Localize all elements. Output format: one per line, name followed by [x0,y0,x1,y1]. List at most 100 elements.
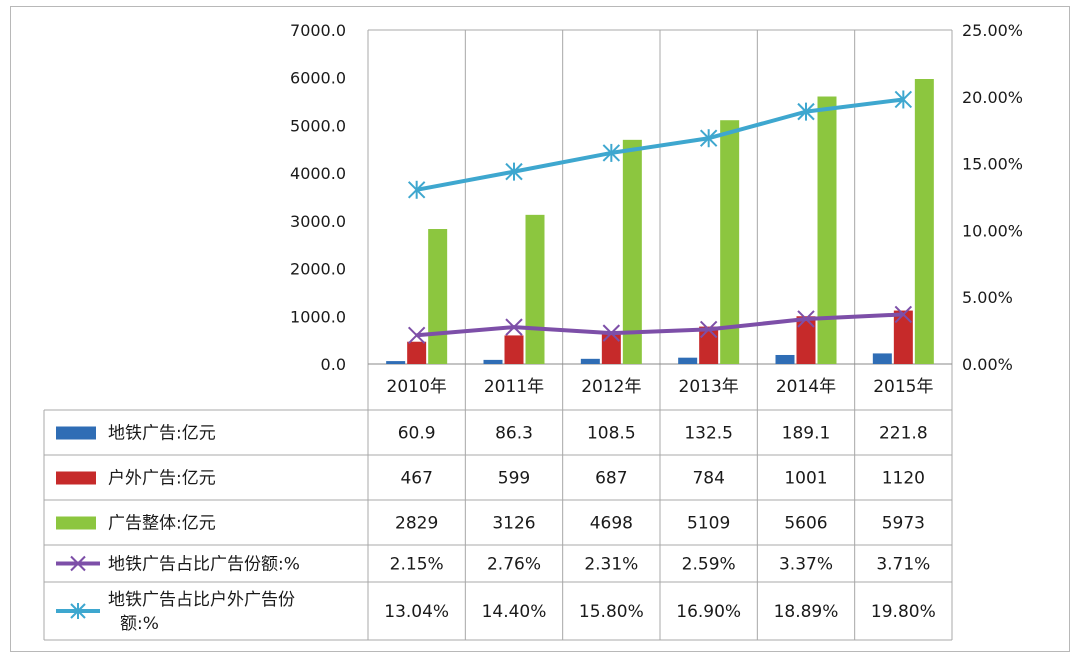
legend-label: 广告整体:亿元 [108,514,216,534]
x-category-label: 2010年 [387,377,447,397]
data-table-value: 2.59% [682,555,736,575]
x-category-label: 2013年 [679,377,739,397]
data-table-value: 2.31% [584,555,638,575]
marker-stroke [407,326,426,344]
point-marker [797,310,815,328]
y-left-tick-label: 0.0 [321,355,346,374]
y-left-tick-label: 2000.0 [290,260,346,279]
bar [720,120,740,364]
y-right-tick-label: 10.00% [962,221,1023,240]
bar [601,331,621,364]
bar [817,96,837,364]
data-table-value: 14.40% [482,602,547,622]
data-table-value: 16.90% [676,602,741,622]
grid-layer [367,29,953,640]
data-table-value: 19.80% [871,602,936,622]
data-table-value: 3.71% [876,555,930,575]
bar [483,359,503,364]
data-table-value: 132.5 [684,424,733,444]
data-table-value: 15.80% [579,602,644,622]
point-marker [602,324,621,342]
data-table-value: 1001 [784,469,827,489]
axis-layer: 0.0 1000.0 2000.0 3000.0 4000.0 5000.0 6000.0 7… [290,21,1023,397]
legend-swatch [56,426,96,440]
point-marker [602,143,621,162]
data-table-value: 5109 [687,514,730,534]
data-table-value: 5973 [882,514,925,534]
data-table: 地铁广告:亿元 60.9 86.3 108.5 132.5 189.1 221.8 户外广告:… [43,409,952,641]
x-category-label: 2011年 [484,377,544,397]
data-table-value: 189.1 [782,424,831,444]
y-left-tick-label: 3000.0 [290,212,346,231]
legend-label: 地铁广告占比户外广告份 [108,590,295,610]
point-marker [699,320,718,339]
y-right-tick-label: 25.00% [962,21,1023,40]
data-table-value: 2829 [395,514,438,534]
x-category-label: 2015年 [873,377,933,397]
x-category-label: 2012年 [581,377,641,397]
data-table-value: 687 [595,469,627,489]
legend-marker [70,555,86,572]
data-table-value: 599 [498,469,530,489]
data-table-value: 3126 [492,514,535,534]
point-marker [699,129,718,148]
data-table-value: 467 [400,469,432,489]
y-left-tick-label: 5000.0 [290,116,346,135]
marker-stroke [505,318,523,336]
data-table-value: 784 [692,469,724,489]
y-left-tick-label: 7000.0 [290,21,346,40]
data-table-value: 1120 [882,469,925,489]
data-table-value: 2.15% [390,555,444,575]
point-marker [797,102,815,121]
point-marker [894,90,913,109]
y-left-tick-label: 4000.0 [290,164,346,183]
bar [796,316,816,364]
legend-swatch [56,471,96,485]
bar [914,79,934,365]
bar [678,357,698,364]
bar [504,335,524,364]
legend-swatch [56,516,96,530]
bar [699,326,719,364]
bar-layer [386,79,934,365]
bar [622,139,642,364]
y-right-tick-label: 5.00% [962,288,1013,307]
marker-stroke [797,310,815,328]
bar [893,310,913,364]
line-layer [407,90,913,344]
data-table-value: 4698 [590,514,633,534]
bar [428,229,448,364]
bar [775,354,795,364]
data-table-value: 221.8 [879,424,928,444]
point-marker [894,305,913,324]
data-table-value: 13.04% [384,602,449,622]
marker-stroke [894,305,913,324]
point-marker [407,326,426,344]
legend-label: 地铁广告占比广告份额:% [108,555,300,575]
data-table-value: 108.5 [587,424,636,444]
point-marker [407,180,426,199]
x-category-label: 2014年 [776,377,836,397]
data-table-value: 60.9 [398,424,436,444]
data-table-value: 3.37% [779,555,833,575]
bar [386,361,406,364]
bar [872,353,892,364]
series-line [416,312,904,338]
series-line [416,97,904,192]
data-table-value: 86.3 [495,424,533,444]
point-marker [505,318,523,336]
y-left-tick-label: 1000.0 [290,307,346,326]
bar [580,358,600,364]
y-right-tick-label: 20.00% [962,88,1023,107]
y-right-tick-label: 15.00% [962,155,1023,174]
y-left-tick-label: 6000.0 [290,69,346,88]
legend-label: 额:% [120,614,159,634]
data-table-value: 18.89% [774,602,839,622]
bar [525,214,545,364]
legend-label: 地铁广告:亿元 [108,424,216,444]
bar [407,341,427,364]
data-table-value: 2.76% [487,555,541,575]
point-marker [505,162,523,181]
marker-stroke [602,324,621,342]
